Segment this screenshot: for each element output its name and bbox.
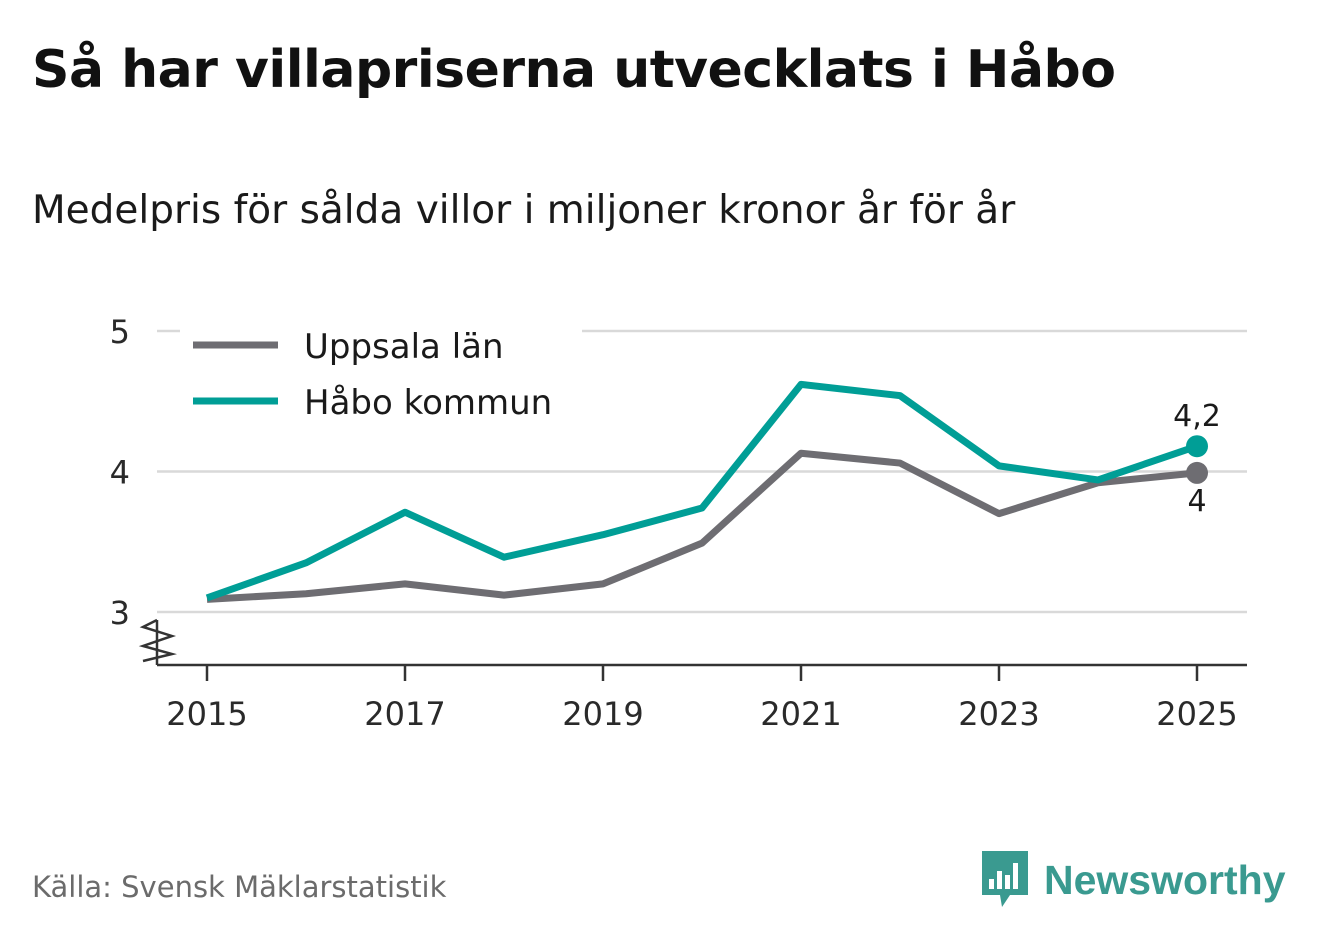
axes: 3 4 5 2015 2017 2019 2021 2023 2025 — [110, 313, 1247, 733]
legend-label-habo: Håbo kommun — [304, 383, 552, 423]
axis-break-mark — [138, 618, 177, 663]
line-chart: 3 4 5 2015 2017 2019 2021 2023 2025 Uppsala län … — [110, 313, 1247, 733]
legend: Uppsala län Håbo kommun — [180, 327, 582, 432]
series-line-habo — [205, 380, 1199, 602]
chart-subtitle: Medelpris för sålda villor i miljoner kr… — [32, 188, 1016, 233]
y-tick-label-4: 4 — [110, 454, 130, 492]
series-line-uppsala — [206, 449, 1198, 603]
x-tick-label-2017: 2017 — [364, 695, 445, 733]
end-labels: 44,2 — [1173, 399, 1221, 519]
legend-label-uppsala: Uppsala län — [304, 327, 504, 367]
y-tick-label-3: 3 — [110, 594, 130, 632]
end-label-uppsala: 4 — [1187, 484, 1206, 519]
x-tick-label-2023: 2023 — [958, 695, 1039, 733]
series-lines — [205, 380, 1208, 603]
end-label-habo: 4,2 — [1173, 399, 1221, 434]
x-tick-label-2025: 2025 — [1156, 695, 1237, 733]
x-tick-label-2019: 2019 — [562, 695, 643, 733]
end-dot-uppsala — [1186, 461, 1208, 484]
bar-chart-speech-bubble-icon — [982, 851, 1028, 907]
x-tick-label-2021: 2021 — [760, 695, 841, 733]
brand-name: Newsworthy — [1044, 856, 1286, 903]
source-note: Källa: Svensk Mäklarstatistik — [32, 870, 447, 904]
chart-title: Så har villapriserna utvecklats i Håbo — [32, 40, 1116, 100]
end-dot-habo — [1186, 435, 1208, 458]
y-tick-label-5: 5 — [110, 313, 130, 351]
brand-logo: Newsworthy — [980, 848, 1286, 912]
x-tick-label-2015: 2015 — [166, 695, 247, 733]
